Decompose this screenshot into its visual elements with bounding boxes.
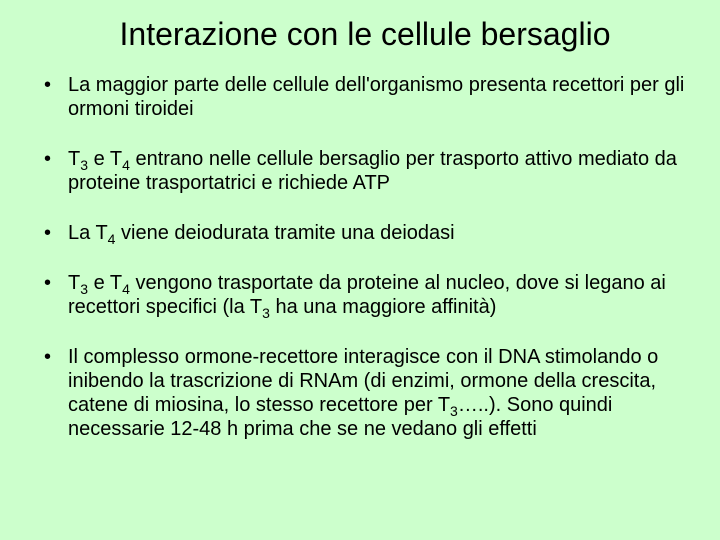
bullet-item: T3 e T4 vengono trasportate da proteine …	[40, 271, 690, 319]
bullet-list: La maggior parte delle cellule dell'orga…	[40, 73, 690, 441]
slide: Interazione con le cellule bersaglio La …	[0, 0, 720, 540]
slide-title: Interazione con le cellule bersaglio	[40, 15, 690, 53]
bullet-item: Il complesso ormone-recettore interagisc…	[40, 345, 690, 441]
bullet-item: T3 e T4 entrano nelle cellule bersaglio …	[40, 147, 690, 195]
bullet-item: La T4 viene deiodurata tramite una deiod…	[40, 221, 690, 245]
bullet-item: La maggior parte delle cellule dell'orga…	[40, 73, 690, 121]
